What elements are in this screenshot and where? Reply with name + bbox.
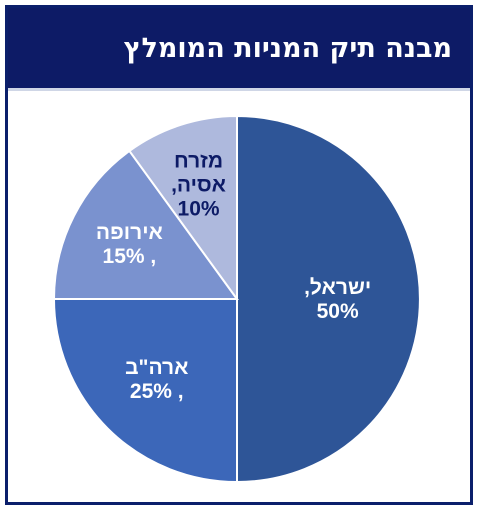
title-bar: מבנה תיק המניות המומלץ	[8, 8, 470, 88]
chart-frame: מבנה תיק המניות המומלץ ישראל, 50% ארה"ב 25%…	[5, 5, 473, 505]
slice-label-line: אירופה	[96, 221, 163, 244]
pie-slice	[128, 114, 238, 303]
pie-slice	[52, 149, 239, 300]
slice-label: אירופה 15% ,	[96, 221, 163, 268]
chart-area: ישראל, 50% ארה"ב 25% , אירופה 15% , מזרח אסיה, 1…	[8, 91, 470, 502]
slice-label-line: אסיה,	[171, 174, 226, 197]
slice-label: ישראל, 50%	[304, 276, 371, 323]
slice-label-line: 50%	[317, 300, 359, 323]
title-divider	[8, 88, 470, 91]
slice-label-line: 10%	[178, 198, 220, 221]
slice-label-line: 15% ,	[103, 245, 157, 268]
slice-label: מזרח אסיה, 10%	[171, 150, 226, 221]
chart-title: מבנה תיק המניות המומלץ	[123, 32, 452, 64]
slice-label: ארה"ב 25% ,	[125, 356, 188, 403]
slice-label-line: ישראל,	[304, 276, 371, 299]
pie-slice	[52, 298, 238, 484]
slice-label-line: מזרח	[174, 150, 223, 173]
pie-slice	[236, 114, 421, 484]
pie-chart: ישראל, 50%ארה"ב 25% ,אירופה 15% ,מזרח אסיה, 1…	[52, 114, 421, 484]
slice-label-line: 25% ,	[130, 380, 184, 403]
slice-label-line: ארה"ב	[125, 356, 188, 379]
